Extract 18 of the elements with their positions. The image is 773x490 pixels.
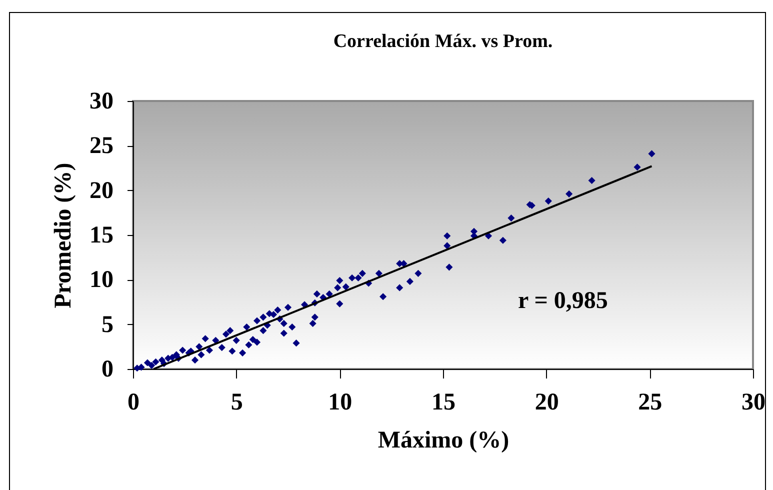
y-tick-label: 0 <box>102 356 114 382</box>
x-tick-label: 30 <box>742 390 766 416</box>
y-axis-title: Promedio (%) <box>50 162 76 308</box>
y-tick-label: 20 <box>90 178 114 204</box>
annotation: r = 0,985 <box>518 288 608 314</box>
x-tick-label: 20 <box>534 390 559 416</box>
x-tick-label: 10 <box>328 390 352 416</box>
y-tick-label: 15 <box>90 222 114 248</box>
x-tick-label: 25 <box>638 390 662 416</box>
y-tick-label: 25 <box>90 133 114 160</box>
y-tick-label: 5 <box>102 312 114 338</box>
x-tick-label: 15 <box>432 390 456 416</box>
x-tick-label: 0 <box>128 390 140 416</box>
x-axis-title: Máximo (%) <box>378 428 510 454</box>
y-tick-label: 10 <box>90 267 114 294</box>
y-tick-label: 30 <box>90 88 114 114</box>
chart-title: Correlación Máx. vs Prom. <box>333 31 553 52</box>
x-tick-label: 5 <box>230 390 243 416</box>
